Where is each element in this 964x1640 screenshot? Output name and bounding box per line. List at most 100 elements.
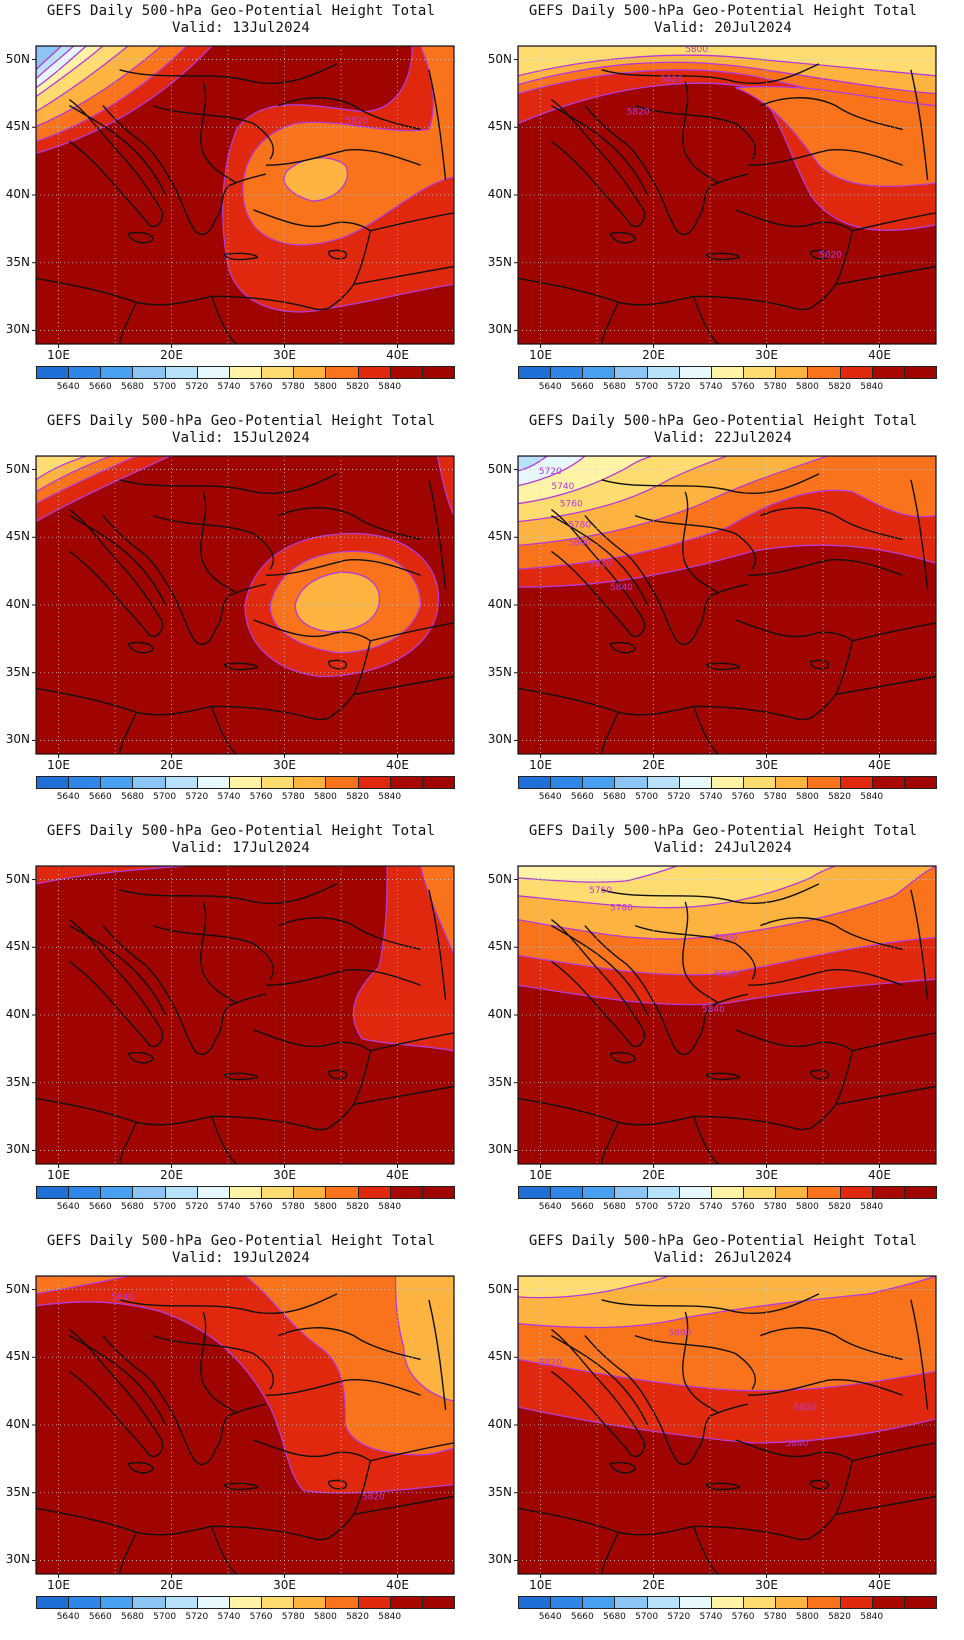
coastline <box>102 105 175 187</box>
coastline <box>253 1029 371 1052</box>
y-tick-label: 45N <box>5 939 30 954</box>
colorbar-swatch <box>839 1186 873 1199</box>
y-tick-label: 50N <box>487 871 512 886</box>
coastline <box>634 514 757 570</box>
x-tick-label: 10E <box>47 348 71 362</box>
coastline <box>118 1532 137 1574</box>
contour-label: 5840 <box>610 583 633 593</box>
colorbar-swatch <box>614 1186 648 1199</box>
colorbar-swatch <box>293 1596 327 1609</box>
colorbar-label: 5680 <box>121 1202 144 1212</box>
y-tick-label: 30N <box>487 732 512 747</box>
y-tick-label: 40N <box>5 1417 30 1431</box>
colorbar-swatch <box>357 776 391 789</box>
colorbar-swatch <box>261 1596 295 1609</box>
colorbar-swatch <box>357 366 391 379</box>
colorbar-label: 5640 <box>56 792 80 802</box>
colorbar-label: 5820 <box>828 1612 851 1622</box>
coastline <box>550 509 646 637</box>
colorbar-swatch <box>807 366 841 379</box>
colorbar: 5640 5660 5680 5700 5720 5740 5760 5780 5800 5820… <box>36 1596 455 1622</box>
colorbar-label: 5760 <box>731 792 755 802</box>
panel-valid-date: Valid: 13Jul2024 <box>171 20 311 36</box>
colorbar-swatch <box>871 1186 905 1199</box>
coastline <box>810 1050 854 1129</box>
colorbar-swatch <box>678 776 712 789</box>
x-tick-label: 40E <box>386 1578 409 1592</box>
coastline <box>36 277 329 311</box>
coastline <box>809 249 830 260</box>
coastline <box>634 104 757 160</box>
colorbar-swatch <box>164 776 198 789</box>
colorbar-label: 5820 <box>346 382 369 392</box>
colorbar-swatch <box>903 366 937 379</box>
coastline <box>353 1495 454 1516</box>
coastline <box>328 1460 372 1539</box>
coastline <box>609 1461 636 1474</box>
colorbar-swatch <box>775 1596 809 1609</box>
height-contour-5680 <box>36 46 62 71</box>
colorbar-label: 5840 <box>860 1202 884 1212</box>
panel-title: GEFS Daily 500-hPa Geo-Potential Height … <box>46 1233 436 1249</box>
x-tick-label: 40E <box>386 348 409 362</box>
y-tick-label: 45N <box>5 1349 30 1364</box>
height-contour-5760 <box>518 46 936 77</box>
coastline <box>655 1403 749 1466</box>
colorbar-label: 5680 <box>121 1612 144 1622</box>
panel-title: GEFS Daily 500-hPa Geo-Potential Height … <box>528 823 918 839</box>
contour-label: 5820 <box>627 108 650 118</box>
coastline <box>353 265 454 286</box>
colorbar-swatch <box>325 1186 359 1199</box>
colorbar-label: 5740 <box>217 1612 241 1622</box>
map-panel-p13: GEFS Daily 500-hPa Geo-Potential Height … <box>0 0 482 410</box>
colorbar-swatch <box>68 776 102 789</box>
geopotential-map: 5820 <box>32 45 455 348</box>
colorbar-swatch <box>678 366 712 379</box>
coastline <box>127 641 154 654</box>
contour-label: 5820 <box>794 1403 817 1413</box>
coastline <box>735 619 853 642</box>
colorbar-label: 5660 <box>570 1612 594 1622</box>
coastline <box>682 1311 720 1414</box>
coastline <box>210 1526 238 1574</box>
coastline <box>36 1507 329 1541</box>
colorbar-swatch <box>871 366 905 379</box>
x-tick-label: 20E <box>642 1578 665 1592</box>
coastline <box>173 993 267 1056</box>
x-tick-label: 30E <box>755 348 778 362</box>
coastline <box>119 473 338 495</box>
coastline <box>69 924 167 1016</box>
coastline <box>910 889 929 1001</box>
coastline <box>809 1479 830 1490</box>
y-tick-label: 35N <box>5 254 30 269</box>
colorbar-label: 5780 <box>281 382 305 392</box>
contour-label: 5800 <box>715 934 738 944</box>
coastline <box>102 515 175 597</box>
colorbar-swatch <box>678 1186 712 1199</box>
colorbar-label: 5840 <box>378 1202 402 1212</box>
coastline <box>518 1507 811 1541</box>
y-tick-label: 35N <box>487 1074 512 1089</box>
colorbar-swatch <box>325 366 359 379</box>
coastline <box>518 687 811 721</box>
coastline <box>200 81 238 184</box>
coastline <box>835 265 936 286</box>
colorbar-swatch <box>614 776 648 789</box>
coastline <box>327 1479 348 1490</box>
colorbar-label: 5680 <box>603 1612 626 1622</box>
coastline <box>118 712 137 754</box>
colorbar-label: 5820 <box>828 792 851 802</box>
colorbar-swatch <box>164 366 198 379</box>
coastline <box>551 924 649 1016</box>
colorbar-swatch <box>775 366 809 379</box>
colorbar-swatch <box>164 1596 198 1609</box>
colorbar-label: 5660 <box>88 792 112 802</box>
colorbar-swatch <box>550 1596 584 1609</box>
colorbar-label: 5800 <box>795 1612 819 1622</box>
colorbar-label: 5700 <box>153 382 177 392</box>
coastline <box>278 507 421 541</box>
contour-label: 5760 <box>560 500 583 510</box>
coastline <box>370 622 454 642</box>
coastline <box>551 1334 649 1426</box>
